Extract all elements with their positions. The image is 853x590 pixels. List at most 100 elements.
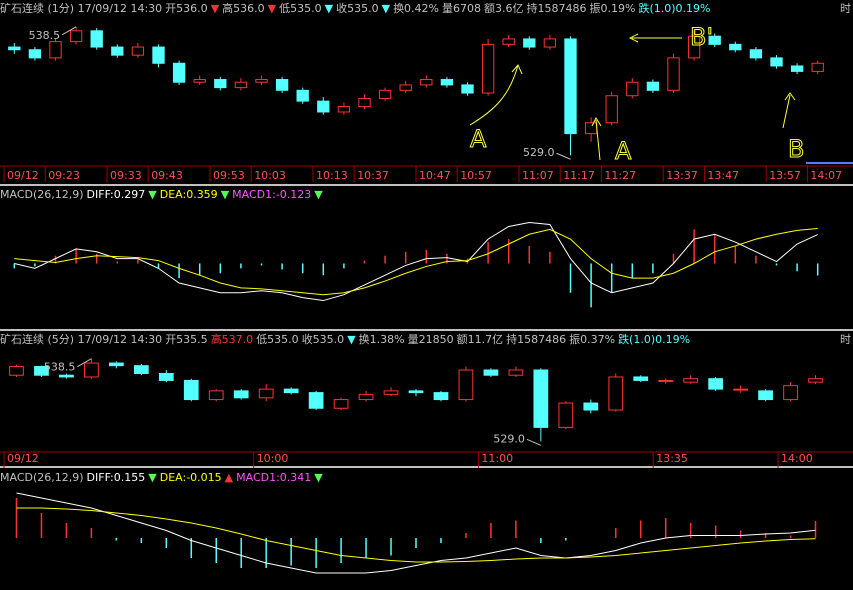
candle-body xyxy=(233,390,249,399)
handwritten-arrow xyxy=(782,92,796,129)
candle-body xyxy=(708,378,724,390)
header-item: 振0.19% xyxy=(590,1,636,15)
header-item: ▼ xyxy=(382,2,391,15)
header-item: 持1587486 xyxy=(527,1,587,15)
header-item: MACD1:0.341 xyxy=(236,471,311,484)
candle-body xyxy=(729,43,742,51)
low-label: 529.0 xyxy=(493,432,525,445)
candle-body xyxy=(458,369,474,401)
x-tick-label: 11:27 xyxy=(604,169,636,182)
header-item: 量21850 xyxy=(408,333,454,346)
handwritten-arrow xyxy=(628,33,682,43)
low-label: 529.0 xyxy=(523,146,555,159)
header-item: 换0.42% xyxy=(393,1,439,15)
panel-header: MACD(26,12,9) DIFF:0.297 ▼ DEA:0.359 ▼ MACD1:… xyxy=(0,188,323,201)
candle-body xyxy=(667,57,680,91)
handwritten-note: A xyxy=(470,125,487,153)
header-item: 开536.0 xyxy=(165,2,208,15)
x-tick-label: 10:00 xyxy=(257,452,289,465)
candle-body xyxy=(333,399,349,409)
x-tick-label: 14:07 xyxy=(810,169,842,182)
leader xyxy=(77,358,92,368)
header-item: MACD(26,12,9) xyxy=(0,188,84,201)
x-tick-label: 09/12 xyxy=(7,452,39,465)
candle-body xyxy=(69,30,83,43)
handwritten-note: A xyxy=(615,137,632,165)
x-tick-label: 09:33 xyxy=(110,169,142,182)
candle-body xyxy=(28,49,42,59)
header-item: DEA:0.359 xyxy=(160,188,218,201)
header-item: ▲ xyxy=(225,471,234,484)
leader xyxy=(526,438,542,446)
header-item: ▼ xyxy=(347,333,356,346)
candle-body xyxy=(683,378,699,383)
candle-body xyxy=(258,388,274,399)
candle-body xyxy=(543,38,557,48)
candle-body xyxy=(440,79,454,86)
header-item: ▼ xyxy=(211,2,220,15)
header-item: MACD(26,12,9) xyxy=(0,471,84,484)
candle-body xyxy=(108,362,124,367)
high-label: 538.5 xyxy=(29,29,61,42)
candle-body xyxy=(523,38,536,48)
panel-header: 矿石连续 (1分) 17/09/12 14:30 开536.0 ▼ 高536.0 ▼ 低5… xyxy=(0,1,711,15)
x-tick-label: 10:37 xyxy=(357,169,389,182)
candle-body xyxy=(633,376,649,381)
header-item: 额11.7亿 xyxy=(457,333,504,346)
header-item: 跌(1.0)0.19% xyxy=(638,1,710,15)
x-tick-label: 11:17 xyxy=(563,169,595,182)
header-item: DEA:-0.015 xyxy=(160,471,222,484)
handwritten-arrow xyxy=(591,116,602,161)
leader xyxy=(61,26,77,36)
corner-label: 时 xyxy=(840,2,851,15)
candle-body xyxy=(533,369,549,428)
candle-body xyxy=(172,62,186,83)
candle-body xyxy=(758,390,773,401)
header-item: 低535.0 xyxy=(256,333,299,346)
high-label: 538.5 xyxy=(44,361,76,374)
candle-body xyxy=(583,402,599,411)
header-item: 低535.0 xyxy=(279,2,322,15)
candle-body xyxy=(564,38,577,135)
candle-body xyxy=(183,379,199,401)
candle-body xyxy=(131,46,145,56)
candle-body xyxy=(193,79,206,83)
handwritten-arrow xyxy=(469,64,523,126)
candle-body xyxy=(214,79,227,89)
x-tick-label: 13:47 xyxy=(707,169,739,182)
header-item: 矿石连续 (5分) 17/09/12 14:30 xyxy=(0,332,162,346)
candle-body xyxy=(508,369,524,376)
candle-body xyxy=(658,379,674,382)
x-tick-label: 13:35 xyxy=(656,452,688,465)
candle-body xyxy=(770,57,783,67)
candle-body xyxy=(8,46,21,51)
candle-body xyxy=(133,365,149,374)
macd-line xyxy=(16,492,816,574)
candle-body xyxy=(461,84,474,94)
header-item: MACD1:-0.123 xyxy=(232,188,311,201)
candle-body xyxy=(626,81,639,97)
candle-body xyxy=(558,402,574,428)
candle-body xyxy=(158,372,174,381)
leader xyxy=(556,152,571,160)
candle-body xyxy=(608,376,624,411)
x-tick-label: 10:03 xyxy=(254,169,286,182)
header-item: 换1.38% xyxy=(359,332,405,346)
header-item: ▼ xyxy=(221,188,230,201)
header-item: 量6708 xyxy=(442,2,481,15)
candle-body xyxy=(790,65,804,72)
macd-line xyxy=(14,227,818,296)
panel-header: 矿石连续 (5分) 17/09/12 14:30 开535.5 高537.0 低535… xyxy=(0,332,690,346)
header-item: 跌(1.0)0.19% xyxy=(618,332,690,346)
candle-body xyxy=(708,35,721,45)
header-item: 收535.0 xyxy=(302,332,345,346)
candle-body xyxy=(481,43,495,94)
candle-body xyxy=(733,388,748,391)
candle-body xyxy=(605,95,618,124)
header-item: ▼ xyxy=(325,2,334,15)
x-tick-label: 10:47 xyxy=(419,169,451,182)
candle-body xyxy=(378,89,392,99)
candle-body xyxy=(283,388,299,394)
header-item: 持1587486 xyxy=(506,332,566,346)
header-item: ▼ xyxy=(268,2,277,15)
